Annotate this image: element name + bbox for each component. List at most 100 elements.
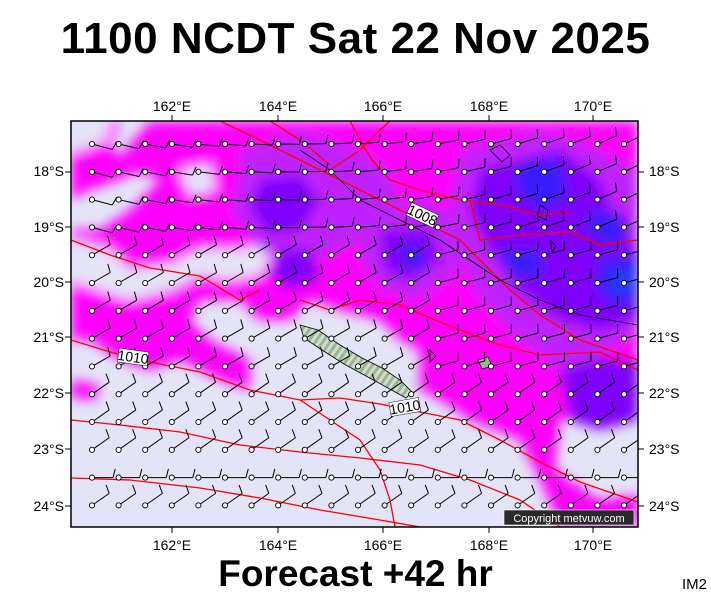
wind-barb — [620, 373, 638, 398]
wind-barb — [142, 484, 163, 509]
svg-text:1010: 1010 — [117, 347, 150, 367]
wind-barb — [408, 263, 430, 287]
wind-barb — [354, 347, 377, 370]
wind-barb — [541, 351, 565, 370]
wind-barb — [275, 484, 296, 509]
lon-label-bottom-164: 164°E — [259, 537, 297, 553]
wind-barb — [648, 126, 669, 147]
wind-barb — [301, 347, 324, 370]
wind-barb — [648, 181, 669, 202]
wind-barb — [648, 241, 671, 258]
wind-barb — [408, 401, 429, 426]
wind-barb — [248, 164, 276, 175]
wind-barb — [648, 469, 674, 480]
wind-barb — [221, 220, 250, 231]
wind-barb — [514, 156, 539, 175]
wind-barb — [381, 468, 409, 481]
wind-barb — [594, 210, 618, 231]
wind-barb — [301, 190, 329, 203]
wind-barb — [328, 347, 351, 370]
wind-barb — [88, 429, 110, 453]
wind-barb — [88, 401, 110, 426]
wind-barb — [461, 468, 489, 481]
wind-barb — [620, 429, 638, 453]
wind-barb — [248, 429, 270, 453]
wind-barb — [567, 324, 592, 342]
wind-barb — [567, 183, 591, 203]
wind-barb — [195, 165, 223, 175]
wind-barb — [408, 484, 429, 509]
wind-barb — [461, 185, 486, 203]
wind-barb — [354, 291, 377, 314]
wind-barb — [567, 155, 591, 175]
wind-barb — [514, 484, 536, 509]
wind-barb — [514, 240, 539, 259]
wind-barb — [381, 291, 404, 314]
wind-barb — [541, 324, 565, 342]
wind-barb — [248, 484, 270, 509]
wind-barb — [648, 402, 668, 425]
copyright-box — [503, 509, 635, 526]
wind-barb — [301, 218, 329, 231]
lon-label-bottom-168: 168°E — [470, 537, 508, 553]
wind-barb — [567, 240, 592, 259]
wind-barb — [541, 268, 565, 287]
wind-speed-shading — [71, 121, 638, 527]
wind-barb — [195, 291, 218, 314]
wind-barb — [142, 319, 164, 342]
wind-barb — [328, 263, 351, 287]
wind-barb — [168, 429, 190, 453]
wind-barb — [248, 468, 276, 481]
wind-barb — [567, 484, 589, 509]
wind-barb — [594, 240, 619, 259]
wind-barb — [541, 211, 565, 231]
axis-ticks — [65, 115, 644, 533]
wind-barb — [487, 351, 512, 370]
wind-barb — [354, 401, 376, 426]
wind-barb — [88, 319, 111, 342]
wind-barb — [115, 429, 137, 453]
wind-barb — [88, 468, 116, 481]
wind-barb — [248, 219, 276, 231]
wind-barb — [301, 319, 324, 342]
wind-barb — [541, 429, 562, 453]
wind-barb — [115, 291, 138, 314]
wind-barb — [408, 429, 429, 453]
wind-barb — [594, 268, 619, 287]
wind-barb — [567, 210, 591, 231]
wind-barb — [620, 401, 638, 426]
wind-barb — [142, 167, 171, 177]
wind-barb — [620, 484, 638, 509]
wind-barb — [195, 347, 218, 370]
wind-barb — [168, 401, 190, 426]
wind-barb — [328, 133, 355, 148]
wind-barb — [594, 324, 619, 342]
wind-barb — [434, 429, 456, 453]
wind-barb — [567, 127, 591, 148]
wind-barb — [275, 291, 297, 314]
wind-barb — [408, 347, 430, 370]
wind-barb — [115, 263, 138, 287]
wind-barb — [168, 484, 190, 509]
wind-barb — [381, 215, 408, 231]
lat-label-right-20: 20°S — [649, 274, 680, 290]
wind-barb — [115, 223, 144, 233]
wind-barb — [275, 218, 303, 231]
wind-barb — [221, 235, 244, 259]
wind-barb — [115, 319, 138, 342]
wind-barb — [328, 217, 355, 231]
wind-barb — [487, 324, 512, 342]
wind-barb — [328, 319, 351, 342]
wind-barb — [354, 484, 376, 509]
wind-barb — [434, 373, 456, 398]
wind-barb — [328, 468, 356, 481]
wind-barb — [620, 192, 638, 203]
wind-barb — [221, 319, 244, 342]
wind-barb — [142, 223, 171, 232]
wind-barb — [594, 351, 619, 370]
wind-barb — [354, 373, 376, 398]
wind-barb — [541, 373, 562, 398]
lat-label-left-22: 22°S — [33, 385, 64, 401]
wind-barb — [487, 185, 512, 203]
wind-barb — [328, 235, 351, 259]
